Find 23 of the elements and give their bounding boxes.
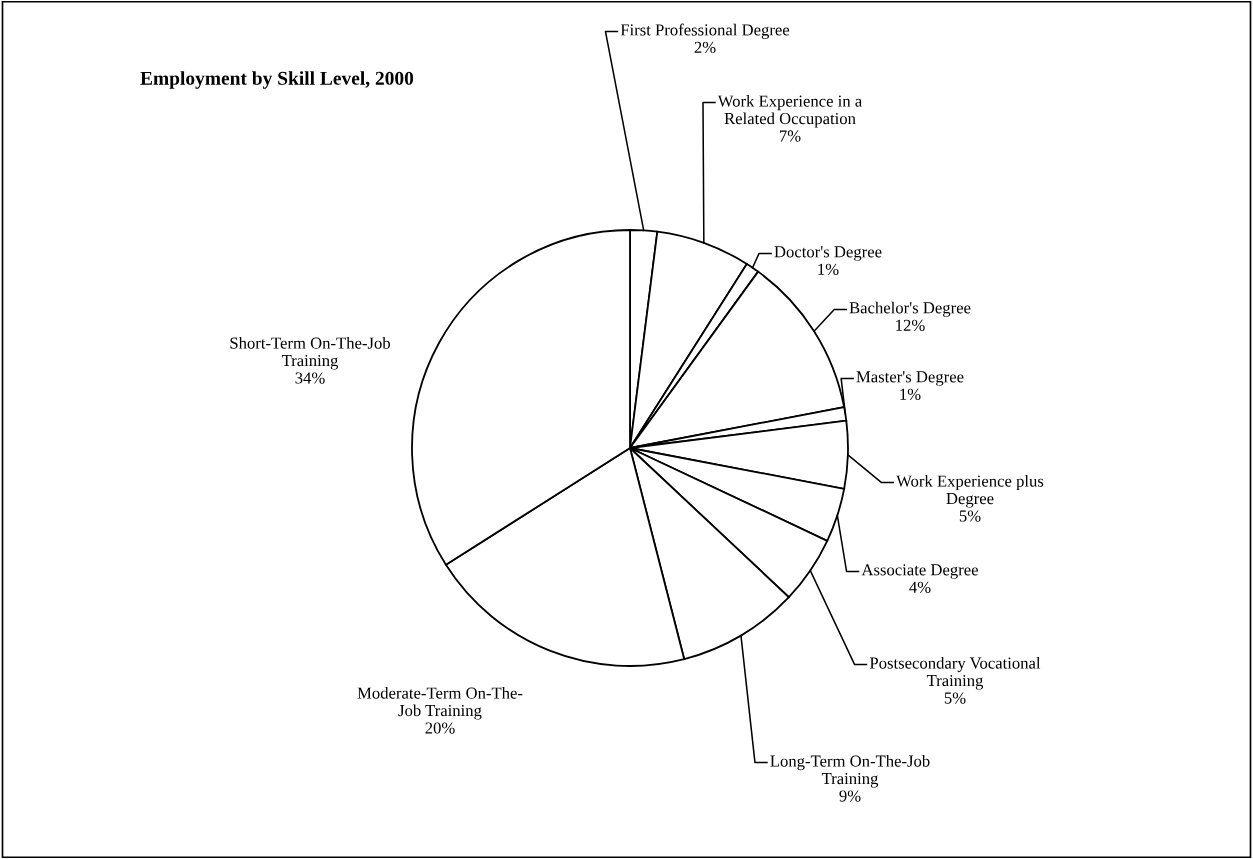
data-label: 1% bbox=[900, 388, 921, 400]
data-label: 9% bbox=[839, 790, 861, 802]
slice-label: Work Experience plus Degree bbox=[896, 474, 1044, 508]
data-label: 2% bbox=[694, 41, 716, 54]
slice-label: Short-Term On-The-Job Training bbox=[230, 336, 391, 370]
data-label: 5% bbox=[959, 510, 981, 522]
slice-label: Long-Term On-The-Job Training bbox=[770, 754, 930, 788]
data-label: 7% bbox=[779, 130, 801, 142]
slice-label: Associate Degree bbox=[861, 564, 978, 579]
data-label: 5% bbox=[944, 692, 966, 704]
data-label: 34% bbox=[295, 372, 325, 384]
text: Employment by Skill Level, 2000 bbox=[140, 71, 414, 89]
data-label: 12% bbox=[896, 319, 925, 331]
data-label: 20% bbox=[425, 722, 455, 734]
slice-label: Work Experience in a Related Occupation bbox=[717, 95, 862, 128]
slice-label: Master's Degree bbox=[856, 371, 964, 386]
slice-label: Bachelor's Degree bbox=[849, 301, 971, 317]
slice-label: Doctor's Degree bbox=[774, 246, 882, 261]
data-label: 1% bbox=[818, 263, 839, 275]
slice-label: First Professional Degree bbox=[620, 23, 790, 39]
slice-label: Postsecondary Vocational Training bbox=[869, 656, 1041, 690]
slice-label: Moderate-Term On-The- Job Training bbox=[357, 686, 523, 720]
data-label: 4% bbox=[909, 581, 931, 593]
